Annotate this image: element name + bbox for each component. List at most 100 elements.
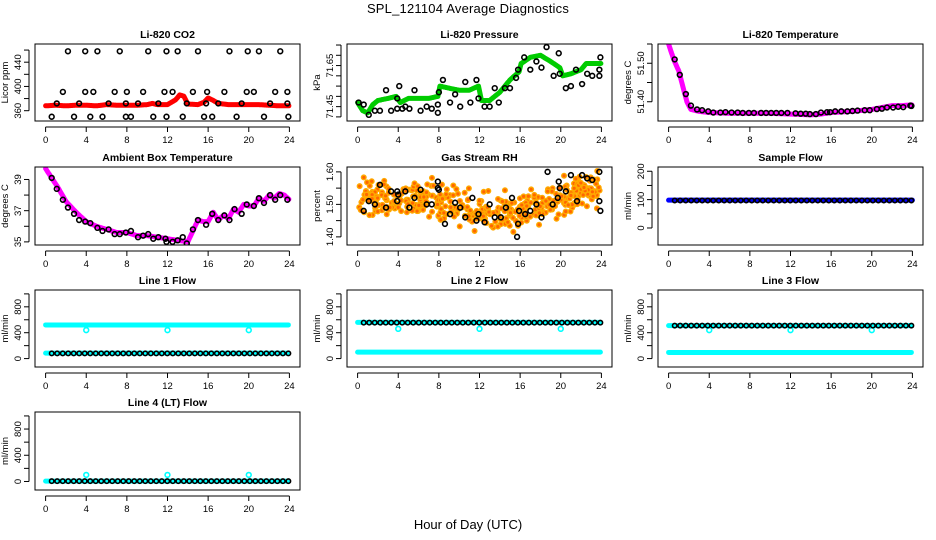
rh-point [467,207,474,214]
rh-point [488,222,495,229]
x-tick-label: 20 [555,135,566,146]
data-point [688,322,695,329]
data-point [277,191,284,199]
x-tick-label: 0 [43,135,48,146]
data-point [864,322,871,329]
data-point [163,113,170,120]
data-point [402,188,409,195]
data-point [726,197,733,204]
data-point [394,95,401,102]
plot-area [666,197,915,204]
data-point [219,350,226,357]
data-point [257,478,264,485]
rh-point [567,192,574,199]
data-point [557,325,564,333]
rh-point [461,189,468,196]
data-point [497,214,505,221]
data-point [814,322,821,329]
x-tick-label: 0 [355,259,360,270]
data-point [417,186,424,193]
data-point [257,350,264,357]
data-point [183,240,191,245]
data-point [197,478,204,485]
x-tick-label: 16 [515,135,526,146]
x-tick-label: 20 [555,381,566,392]
data-point [671,56,678,63]
rh-point [442,203,449,210]
data-point [509,319,516,326]
x-tick-label: 0 [355,381,360,392]
data-point [59,88,67,96]
data-point [820,197,827,204]
data-point [428,201,435,208]
x-tick-label: 24 [907,135,918,146]
data-point [554,194,561,202]
rh-point [583,203,590,210]
data-point [219,478,226,485]
series-spikes [83,326,252,334]
data-point [512,74,520,82]
series-averages [671,197,915,204]
data-point [514,220,522,228]
data-point [891,322,898,329]
data-point [162,235,169,242]
y-tick-label: 800 [13,421,24,437]
plot-frame [34,43,301,122]
y-tick-label: 440 [13,54,24,70]
data-point [572,66,580,73]
data-point [542,319,549,326]
data-point [792,322,799,329]
figure-title: SPL_121104 Average Diagnostics [366,1,570,16]
y-axis-label: percent [312,190,323,222]
data-point [525,319,532,326]
data-point [698,107,706,114]
data-point [186,350,193,357]
data-point [748,322,755,329]
data-point [109,478,116,485]
data-point [682,197,689,204]
data-point [394,105,401,112]
data-point [153,350,160,357]
y-tick-label: 0 [13,479,24,484]
data-point [434,109,442,116]
rh-point [527,213,534,220]
data-point [502,204,510,211]
data-point [531,319,538,326]
series-averages [671,322,915,329]
data-point [538,214,545,221]
data-point [578,80,586,88]
data-point [434,178,442,185]
x-tick-label: 8 [436,259,441,270]
data-point [183,100,191,107]
data-point [127,227,135,235]
data-point [76,478,83,485]
data-point [704,197,711,204]
data-point [163,48,170,55]
data-point [235,478,242,485]
x-tick-label: 24 [596,381,607,392]
data-point [122,113,130,120]
data-point [432,319,439,326]
data-point [415,319,422,326]
data-point [174,48,181,55]
data-point [131,350,138,357]
data-point [263,350,270,357]
x-tick-label: 24 [907,381,918,392]
data-point [722,108,729,116]
data-point [54,478,61,485]
data-point [70,210,78,218]
x-axis: 0 4 8 12 16 20 24 [355,126,607,146]
data-point [778,109,785,117]
data-point [836,322,843,329]
data-point [498,319,505,326]
data-point [902,322,909,329]
rh-point [428,174,435,181]
data-point [366,319,373,326]
y-axis-label: ml/min [0,437,11,465]
x-tick-label: 8 [747,381,752,392]
x-tick-label: 4 [396,381,401,392]
rh-point [364,179,371,186]
data-point [111,88,118,96]
rh-point [523,202,530,209]
data-point [53,185,60,193]
